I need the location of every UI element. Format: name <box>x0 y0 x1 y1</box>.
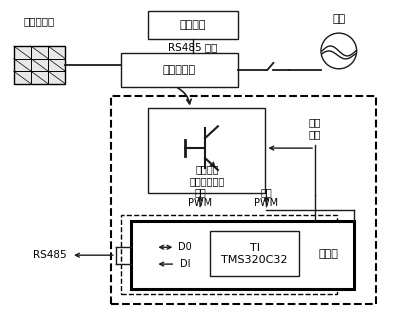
FancyBboxPatch shape <box>149 108 266 193</box>
FancyBboxPatch shape <box>121 53 238 87</box>
FancyBboxPatch shape <box>131 221 354 289</box>
Text: RS485 通信: RS485 通信 <box>169 42 218 52</box>
Text: 单相
PWM: 单相 PWM <box>188 187 212 208</box>
FancyBboxPatch shape <box>149 11 238 39</box>
Text: 电源部分
（用户自制）: 电源部分 （用户自制） <box>189 164 224 186</box>
FancyBboxPatch shape <box>210 231 299 276</box>
Text: 太阳电池板: 太阳电池板 <box>24 16 55 26</box>
Text: RS485: RS485 <box>33 250 66 260</box>
Text: TI
TMS320C32: TI TMS320C32 <box>221 243 288 265</box>
Text: 模拟
信号: 模拟 信号 <box>309 117 321 139</box>
Text: DI: DI <box>180 259 191 269</box>
Text: 控制板: 控制板 <box>319 249 339 259</box>
Text: 主控制器: 主控制器 <box>180 20 206 30</box>
Text: 单元逆变器: 单元逆变器 <box>163 65 196 75</box>
Text: 三相
PWM: 三相 PWM <box>255 187 279 208</box>
Bar <box>13 46 65 84</box>
Text: 系统: 系统 <box>332 14 346 24</box>
Text: D0: D0 <box>178 242 192 252</box>
